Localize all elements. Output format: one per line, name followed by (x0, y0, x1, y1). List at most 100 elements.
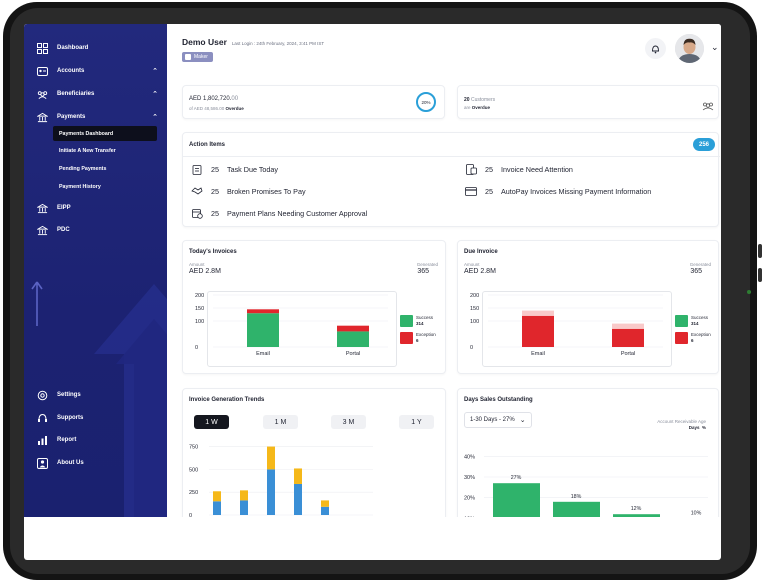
sidebar-subitem-payment-history[interactable]: Payment History (59, 183, 101, 190)
chevron-up-icon[interactable]: ⌃ (152, 68, 158, 75)
sidebar-item-beneficiaries[interactable]: Beneficiaries ⌃ (24, 85, 167, 103)
due-generated: 365 (690, 268, 702, 275)
legend-swatch-success (675, 315, 688, 327)
bar-1-may-s0 (267, 469, 275, 515)
chevron-up-icon[interactable]: ⌃ (152, 114, 158, 121)
todays-generated: 365 (417, 268, 429, 275)
bar-15-may-s0 (321, 506, 329, 515)
sidebar-item-settings[interactable]: Settings (24, 386, 167, 404)
todays-invoices-card: Today's Invoices Amount AED 2.8M Generat… (182, 240, 446, 374)
bar-8-may-s0 (294, 483, 302, 515)
y-tick-label: 20% (464, 496, 475, 502)
x-tick-label: Email (256, 351, 270, 357)
sidebar: Dashboard Accounts ⌃ Beneficiaries ⌃ (24, 24, 167, 517)
bar-8-may-s1 (294, 468, 302, 484)
sidebar-subitem-initiate-transfer[interactable]: Initiate A New Transfer (59, 147, 116, 154)
bar-17-apr-s1 (213, 491, 221, 502)
calendar-clock-icon (191, 207, 203, 219)
dso-data-label: 18% (571, 494, 582, 500)
overdue-customers-card: 20 Customers are Overdue (457, 85, 719, 119)
tab-1m[interactable]: 1 M (263, 415, 298, 429)
y-tick-label: 30% (464, 475, 475, 481)
sidebar-item-report[interactable]: Report (24, 431, 167, 449)
tab-1w[interactable]: 1 W (194, 415, 229, 429)
action-item-task-due-today[interactable]: 25 Task Due Today (191, 161, 278, 177)
dso-range-dropdown[interactable]: 1-30 Days - 27% ⌄ (464, 412, 532, 428)
bar-24-apr-s1 (240, 490, 248, 501)
y-tick-label: 250 (189, 490, 198, 496)
sidebar-item-eipp[interactable]: EIPP (24, 199, 167, 217)
y-tick-label: 200 (195, 293, 204, 299)
sidebar-subitem-pending-payments[interactable]: Pending Payments (59, 165, 107, 172)
legend-exception-label: Exception (416, 332, 436, 337)
action-item-autopay-missing[interactable]: 25 AutoPay Invoices Missing Payment Infor… (465, 183, 651, 199)
accounts-icon (37, 66, 48, 77)
x-tick-label: Portal (621, 351, 635, 357)
amount-label: Amount (464, 262, 480, 267)
bar-17-apr-s0 (213, 501, 221, 515)
beneficiaries-icon (37, 89, 48, 100)
invoice-trends-card: Invoice Generation Trends 1 W 1 M 3 M 1 … (182, 388, 446, 517)
due-amount: AED 2.8M (464, 268, 496, 275)
generated-label: Generated (689, 262, 711, 267)
receivable-age-label: Account Receivable Age (657, 419, 706, 424)
action-item-payment-plans[interactable]: 25 Payment Plans Needing Customer Approva… (191, 205, 367, 221)
role-badge: Maker (182, 52, 213, 62)
sidebar-item-supports[interactable]: Supports (24, 409, 167, 427)
tablet-screen: Dashboard Accounts ⌃ Beneficiaries ⌃ (24, 24, 721, 560)
sidebar-item-label: Supports (57, 415, 84, 421)
dso-data-label: 10% (691, 510, 702, 516)
customers-overdue-line: are Overdue (464, 105, 491, 110)
sidebar-item-label: EIPP (57, 205, 71, 211)
report-icon (37, 435, 48, 446)
last-login: Last Login : 24th February, 2024, 3:41 P… (231, 41, 325, 46)
sidebar-item-pdc[interactable]: PDC (24, 221, 167, 239)
y-tick-label: 40% (464, 454, 475, 460)
role-badge-label: Maker (194, 54, 208, 60)
sidebar-item-payments[interactable]: Payments ⌃ (24, 108, 167, 126)
sidebar-item-label: Accounts (57, 68, 85, 74)
bar-15-may-s1 (321, 500, 329, 507)
support-icon (37, 413, 48, 424)
tab-3m[interactable]: 3 M (331, 415, 366, 429)
sidebar-item-label: Dashboard (57, 45, 89, 51)
sidebar-subitem-payments-dashboard[interactable]: Payments Dashboard (53, 126, 157, 141)
y-tick-label: 100 (470, 319, 479, 325)
sidebar-item-label: Report (57, 437, 77, 443)
divider (183, 156, 720, 157)
due-invoice-title: Due Invoice (464, 249, 498, 255)
overdue-percent-ring: 20% (416, 92, 436, 112)
sidebar-item-dashboard[interactable]: Dashboard (24, 39, 167, 57)
main-content: Demo User Last Login : 24th February, 20… (167, 24, 721, 517)
bank-icon (37, 203, 48, 214)
bar-1-may-s1 (267, 446, 275, 470)
action-item-broken-promises[interactable]: 25 Broken Promises To Pay (191, 183, 306, 199)
notification-bell-icon[interactable] (645, 38, 666, 59)
bar-portal-s0 (337, 331, 369, 347)
avatar[interactable] (675, 34, 704, 63)
y-tick-label: 0 (195, 345, 198, 351)
legend-success-value: 314 (416, 321, 424, 326)
y-tick-label: 0 (470, 345, 473, 351)
sidebar-item-label: Settings (57, 392, 81, 398)
overdue-of-line: of AED 48,586.00 Overdue (189, 106, 244, 111)
y-tick-label: 10% (464, 516, 475, 517)
chevron-down-icon[interactable]: ⌄ (711, 42, 719, 52)
chevron-up-icon[interactable]: ⌃ (152, 91, 158, 98)
sidebar-item-about-us[interactable]: About Us (24, 454, 167, 472)
action-item-invoice-attention[interactable]: 25 Invoice Need Attention (465, 161, 573, 177)
legend-success-label: Success (416, 315, 434, 320)
amount-label: Amount (189, 262, 205, 267)
tablet-side-button (758, 244, 762, 258)
y-tick-label: 100 (195, 319, 204, 325)
todays-amount: AED 2.8M (189, 268, 221, 275)
settings-icon (37, 390, 48, 401)
person-icon (37, 457, 48, 469)
tab-1y[interactable]: 1 Y (399, 415, 434, 429)
dso-data-label: 27% (511, 475, 522, 481)
y-tick-label: 150 (195, 306, 204, 312)
receivable-units: Days % (688, 425, 706, 430)
bar-portal-s1 (337, 325, 369, 332)
legend-swatch-success (400, 315, 413, 327)
sidebar-item-accounts[interactable]: Accounts ⌃ (24, 62, 167, 80)
